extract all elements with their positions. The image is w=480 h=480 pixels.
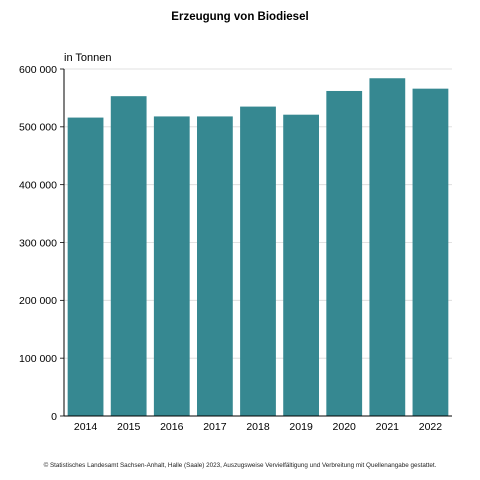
y-tick-label: 400 000 — [19, 179, 57, 191]
bar-2019 — [283, 114, 320, 417]
bar-2015 — [110, 96, 147, 416]
chart-title: Erzeugung von Biodiesel — [171, 11, 309, 23]
x-tick-label: 2020 — [333, 421, 357, 433]
x-tick-label: 2018 — [246, 421, 270, 433]
bar-2014 — [67, 117, 104, 416]
x-tick-label: 2021 — [376, 421, 400, 433]
x-tick-label: 2015 — [117, 421, 141, 433]
y-tick-label: 200 000 — [19, 295, 57, 307]
axes — [60, 68, 452, 417]
x-tick-label: 2014 — [74, 421, 98, 433]
y-tick-label: 100 000 — [19, 353, 57, 365]
y-tick-label: 500 000 — [19, 122, 57, 134]
bar-2016 — [153, 116, 190, 416]
tick-labels: 0 100 000 200 000 300 000 400 000 500 000 600 … — [19, 64, 442, 433]
y-axis-unit-label: in Tonnen — [64, 52, 112, 64]
bar-2021 — [369, 78, 406, 417]
bar-2017 — [196, 116, 233, 416]
x-tick-label: 2017 — [203, 421, 227, 433]
copyright-footer: © Statistisches Landesamt Sachsen-Anhalt… — [43, 462, 437, 469]
bars — [67, 78, 449, 417]
x-tick-label: 2016 — [160, 421, 184, 433]
x-tick-label: 2022 — [419, 421, 443, 433]
bar-2018 — [240, 106, 276, 416]
y-tick-label: 600 000 — [19, 64, 57, 76]
bar-2020 — [326, 90, 363, 416]
bar-2022 — [412, 88, 449, 416]
y-tick-label: 0 — [51, 411, 57, 423]
y-tick-label: 300 000 — [19, 237, 57, 249]
x-tick-label: 2019 — [289, 421, 313, 433]
